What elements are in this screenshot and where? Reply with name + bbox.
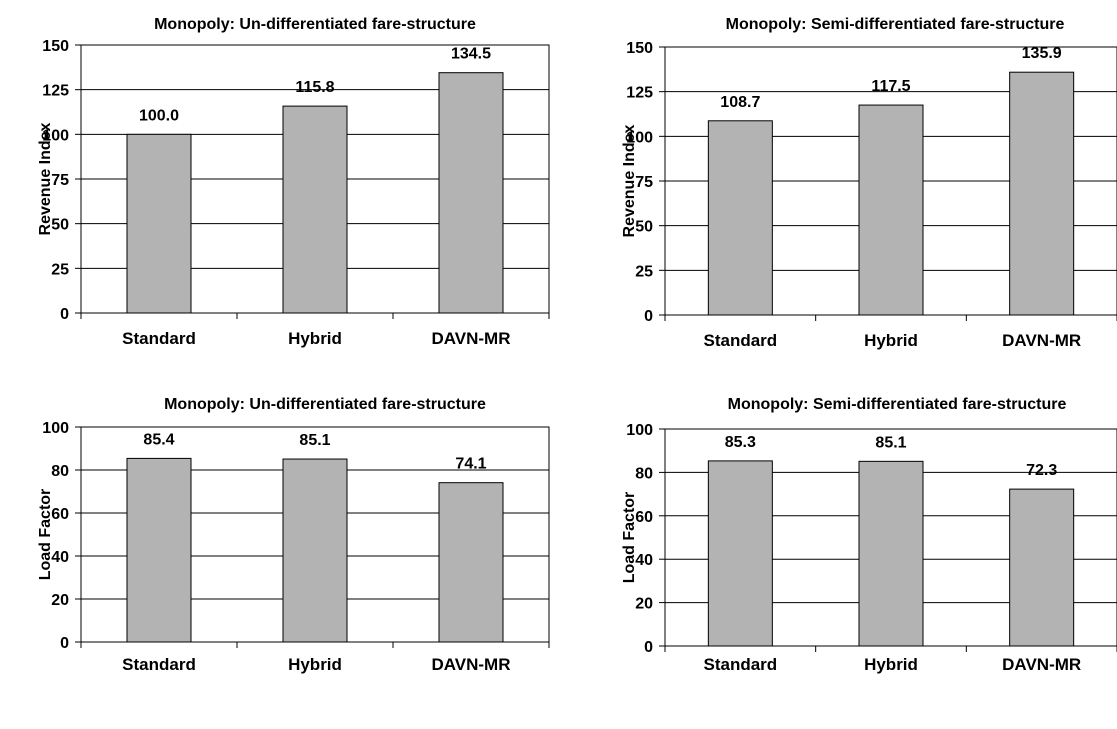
y-tick-label: 75 [635, 174, 653, 191]
bar-standard [126, 133, 192, 314]
data-label: 72.3 [1026, 462, 1057, 479]
bar-standard [707, 460, 773, 647]
category-label: DAVN-MR [431, 655, 510, 674]
y-tick-label: 0 [60, 635, 69, 652]
y-tick-label: 100 [42, 127, 69, 144]
y-tick-label: 50 [635, 219, 653, 236]
chart-panel-1: 0 25 50 75 100 125 150 108.7 Standard 117.5 Hybrid… [621, 16, 1117, 350]
data-label: 85.4 [143, 431, 174, 448]
y-tick-label: 100 [626, 422, 653, 439]
data-label: 100.0 [139, 107, 179, 124]
category-label: Standard [122, 655, 196, 674]
chart-panel-3: 0 20 40 60 80 100 85.3 Standard 85.1 Hybrid 72.3 DA… [621, 396, 1117, 674]
y-tick-label: 150 [42, 38, 69, 55]
data-label: 74.1 [455, 456, 486, 473]
category-label: Hybrid [288, 329, 342, 348]
bar-hybrid [282, 458, 348, 643]
category-label: DAVN-MR [1002, 655, 1081, 674]
y-axis-label: Load Factor [621, 492, 638, 584]
category-label: Hybrid [864, 655, 918, 674]
y-tick-label: 20 [51, 592, 69, 609]
bar-davn-mr [438, 482, 504, 643]
data-label: 134.5 [451, 46, 491, 63]
y-tick-label: 100 [626, 129, 653, 146]
bar-standard [707, 120, 773, 316]
y-axis-label: Revenue Index [621, 124, 638, 237]
y-tick-label: 100 [42, 420, 69, 437]
category-label: DAVN-MR [431, 329, 510, 348]
bar-hybrid [858, 104, 924, 316]
data-label: 117.5 [871, 78, 910, 95]
y-axis-label: Load Factor [37, 489, 54, 581]
data-label: 85.1 [299, 432, 330, 449]
y-tick-label: 80 [635, 465, 653, 482]
data-label: 85.3 [725, 434, 756, 451]
chart-title: Monopoly: Un-differentiated fare-structu… [164, 396, 486, 413]
chart-title: Monopoly: Semi-differentiated fare-struc… [728, 396, 1067, 413]
bar-hybrid [282, 105, 348, 314]
y-tick-label: 60 [51, 506, 69, 523]
category-label: Standard [703, 655, 777, 674]
y-tick-label: 150 [626, 40, 653, 57]
data-label: 135.9 [1022, 45, 1062, 62]
bar-davn-mr [1009, 488, 1075, 647]
chart-title: Monopoly: Semi-differentiated fare-struc… [726, 16, 1065, 33]
y-tick-label: 0 [644, 308, 653, 325]
y-tick-label: 125 [626, 85, 653, 102]
category-label: Standard [703, 331, 777, 350]
y-tick-label: 25 [51, 261, 69, 278]
data-label: 115.8 [295, 79, 334, 96]
data-label: 108.7 [720, 94, 760, 111]
bar-davn-mr [1009, 71, 1075, 316]
category-label: Hybrid [288, 655, 342, 674]
y-tick-label: 40 [635, 552, 653, 569]
category-label: Hybrid [864, 331, 918, 350]
category-label: Standard [122, 329, 196, 348]
y-tick-label: 75 [51, 172, 69, 189]
bar-standard [126, 457, 192, 643]
chart-title: Monopoly: Un-differentiated fare-structu… [154, 16, 476, 33]
chart-panel-2: 0 20 40 60 80 100 85.4 Standard 85.1 Hybrid 74.1 DA… [37, 396, 550, 674]
data-label: 85.1 [875, 434, 906, 451]
y-tick-label: 20 [635, 596, 653, 613]
y-tick-label: 0 [60, 306, 69, 323]
y-tick-label: 125 [42, 83, 69, 100]
category-label: DAVN-MR [1002, 331, 1081, 350]
y-tick-label: 80 [51, 463, 69, 480]
y-tick-label: 50 [51, 217, 69, 234]
y-tick-label: 0 [644, 639, 653, 656]
y-axis-label: Revenue Index [37, 122, 54, 235]
y-tick-label: 60 [635, 509, 653, 526]
y-tick-label: 40 [51, 549, 69, 566]
chart-panel-0: 0 25 50 75 100 125 150 100.0 Standard 115.8 Hybrid… [37, 16, 550, 348]
bar-hybrid [858, 460, 924, 647]
bar-davn-mr [438, 72, 504, 314]
y-tick-label: 25 [635, 263, 653, 280]
